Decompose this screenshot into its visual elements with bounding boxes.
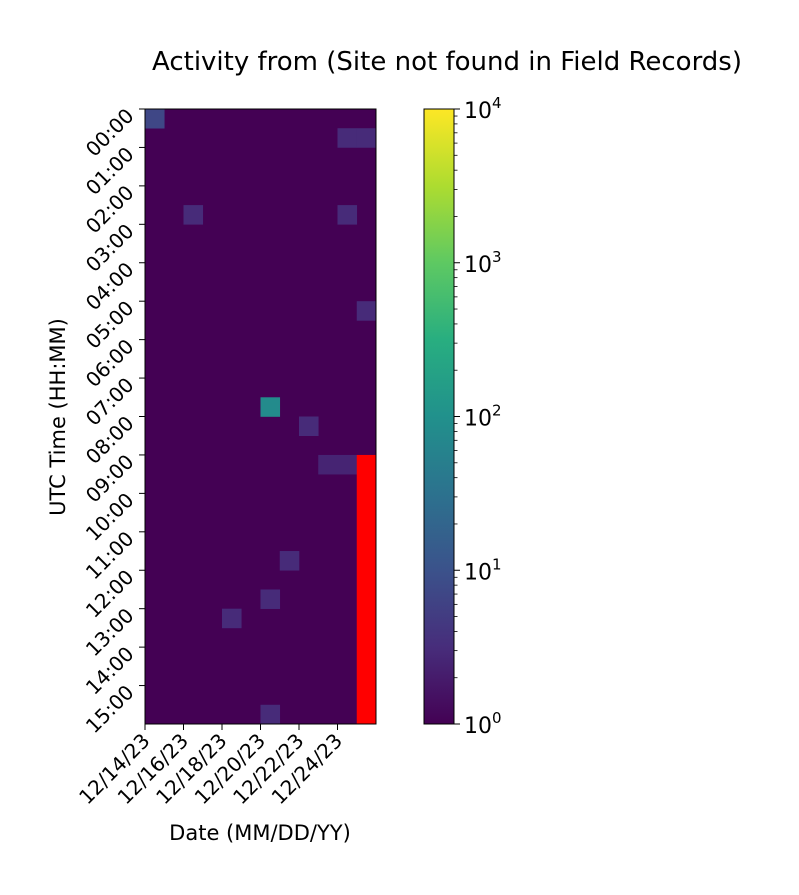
colorbar-tick-label: 102 — [464, 402, 502, 432]
red-highlight-overlay — [356, 454, 376, 724]
heatmap-cell — [337, 128, 358, 148]
colorbar-tick-label: 100 — [464, 709, 502, 739]
x-axis: 12/14/2312/16/2312/18/2312/20/2312/22/23… — [74, 724, 347, 809]
heatmap-cells — [144, 108, 377, 725]
heatmap-cell — [260, 397, 281, 417]
colorbar-gradient — [423, 108, 455, 725]
heatmap-cell — [356, 128, 377, 148]
y-axis: 00:0001:0002:0003:0004:0005:0006:0007:00… — [81, 104, 145, 738]
heatmap-cell — [260, 589, 281, 609]
chart-title: Activity from (Site not found in Field R… — [152, 47, 742, 77]
y-axis-label: UTC Time (HH:MM) — [46, 318, 70, 516]
colorbar-tick-label: 104 — [464, 94, 502, 124]
heatmap-cell — [260, 704, 281, 725]
heatmap-cell — [337, 454, 358, 475]
colorbar: 100 101 102 103 104 — [423, 94, 502, 739]
heatmap-cell — [356, 301, 377, 321]
heatmap-cell — [145, 109, 165, 129]
heatmap-cell — [222, 608, 242, 629]
heatmap-cell — [183, 205, 204, 225]
colorbar-tick-label: 101 — [464, 555, 502, 585]
heatmap-cell — [299, 416, 319, 437]
heatmap-cell — [279, 551, 300, 571]
heatmap-cell — [318, 454, 338, 475]
x-axis-label: Date (MM/DD/YY) — [169, 821, 351, 845]
colorbar-tick-label: 103 — [464, 248, 502, 278]
heatmap-cell — [337, 205, 358, 225]
